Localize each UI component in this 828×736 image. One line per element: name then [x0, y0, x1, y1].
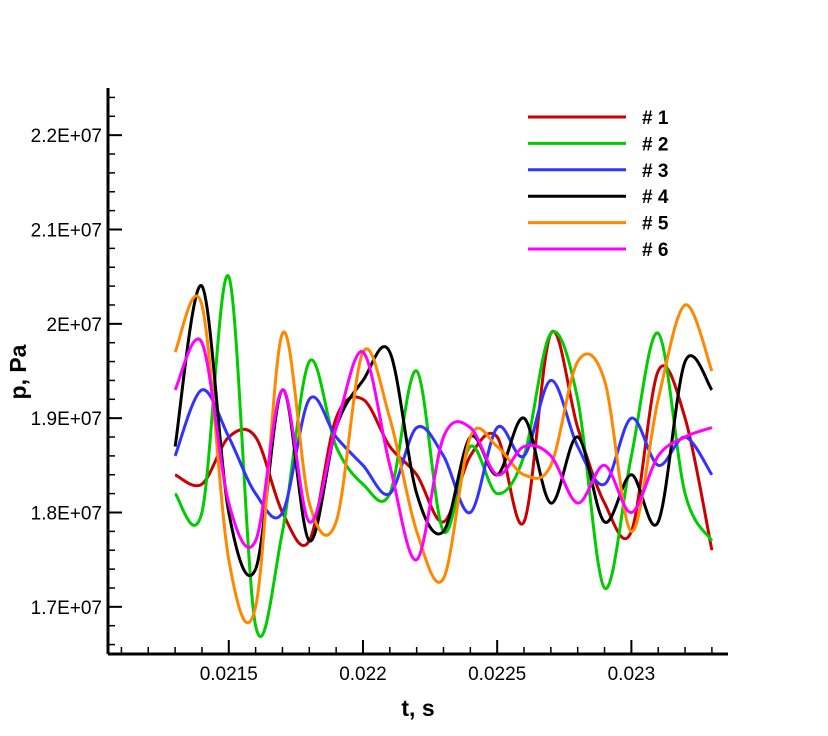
x-tick-label: 0.023	[608, 664, 656, 685]
x-tick-label: 0.022	[339, 664, 387, 685]
legend: # 1 # 2 # 3 # 4 # 5 # 6	[528, 108, 669, 261]
x-axis-title: t, s	[401, 695, 434, 721]
y-tick-label: 1.7E+07	[31, 598, 102, 619]
series-line-2	[173, 274, 714, 638]
series-line-3	[173, 378, 714, 520]
x-tick-label: 0.0215	[200, 664, 258, 685]
y-axis-title: p, Pa	[5, 344, 31, 399]
plot-area	[173, 274, 714, 638]
y-tick-label: 2E+07	[47, 315, 102, 336]
legend-label-6: # 6	[642, 240, 668, 261]
legend-label-5: # 5	[642, 214, 669, 235]
legend-label-2: # 2	[642, 134, 668, 155]
series-line-1	[174, 329, 714, 551]
x-tick-label: 0.0225	[468, 664, 526, 685]
legend-label-3: # 3	[642, 161, 668, 182]
y-tick-label: 2.2E+07	[31, 126, 102, 147]
legend-label-1: # 1	[642, 108, 669, 129]
y-tick-label: 2.1E+07	[31, 221, 102, 242]
series-line-6	[173, 337, 713, 562]
y-tick-label: 1.8E+07	[31, 504, 102, 525]
legend-label-4: # 4	[642, 187, 669, 208]
axes: 1.7E+07 1.8E+07 1.9E+07 2E+07 2.1E+07 2.2E+07…	[31, 88, 728, 685]
y-tick-label: 1.9E+07	[31, 409, 102, 430]
series-line-4	[173, 284, 714, 577]
